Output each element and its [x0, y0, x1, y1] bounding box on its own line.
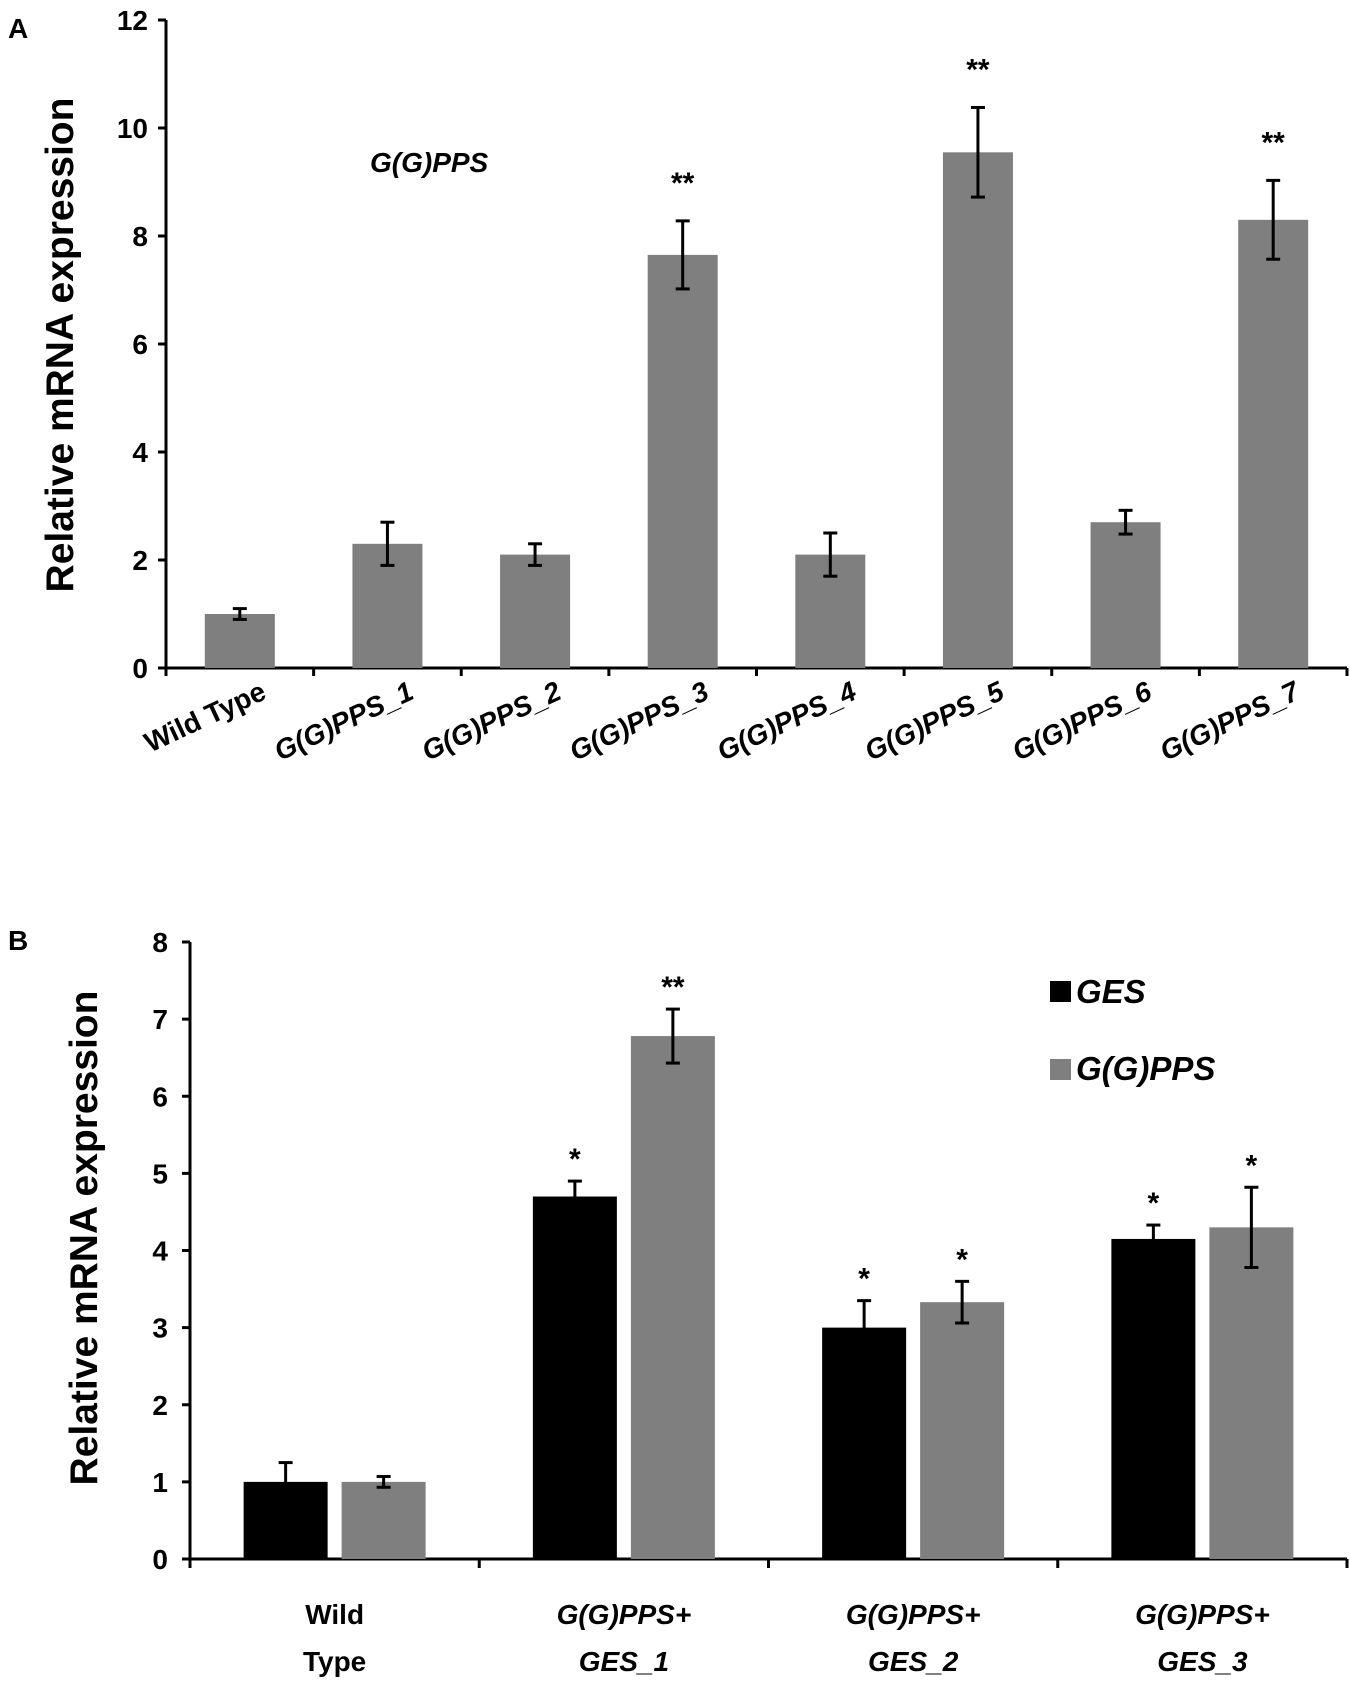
panel-b-bar-ges [532, 1196, 617, 1559]
panel-a-category-label: G(G)PPS_7 [1155, 675, 1305, 767]
panel-a-category-label: G(G)PPS_5 [860, 675, 1009, 766]
panel-a-category-label: G(G)PPS_1 [269, 675, 417, 766]
panel-b-category-label-line2: GES_1 [579, 1646, 669, 1677]
panel-b-bar-ges [1111, 1238, 1196, 1559]
panel-a-significance: ** [966, 53, 990, 86]
panel-a-bar [647, 254, 718, 668]
panel-a-y-tick-label: 10 [117, 113, 148, 144]
panel-b-category-label-line1: G(G)PPS+ [557, 1599, 692, 1630]
panel-b-bar-ggpps [630, 1036, 715, 1559]
panel-b-category-label-line2: GES_3 [1157, 1646, 1248, 1677]
panel-a-y-tick-label: 6 [132, 329, 148, 360]
panel-b-y-tick-label: 2 [152, 1390, 168, 1421]
panel-b-significance-ggpps: ** [661, 971, 685, 1004]
panel-b-y-tick-label: 1 [152, 1467, 168, 1498]
panel-a-y-tick-label: 4 [132, 437, 148, 468]
panel-a-category-label: G(G)PPS_6 [1008, 675, 1157, 766]
panel-a-category-label: G(G)PPS_4 [712, 675, 861, 766]
panel-b-bar-ggpps [920, 1302, 1005, 1559]
panel-a-bar [500, 554, 571, 668]
panel-a-bar [1238, 219, 1309, 669]
legend-label-ggpps: G(G)PPS [1076, 1050, 1215, 1087]
panel-a-category-label: Wild Type [140, 675, 271, 758]
panel-b-category-label-line1: Wild [305, 1599, 364, 1630]
panel-b-y-tick-label: 5 [152, 1158, 168, 1189]
panel-b-bar-ggpps [1209, 1227, 1294, 1559]
panel-b-y-tick-label: 4 [152, 1236, 168, 1267]
panel-a-y-tick-label: 8 [132, 221, 148, 252]
panel-a-significance: ** [1262, 126, 1286, 159]
panel-b-category-label-line2: Type [303, 1646, 366, 1677]
panel-a-y-tick-label: 12 [117, 5, 148, 36]
panel-b: B Relative mRNA expression 012345678****… [8, 925, 1349, 1677]
panel-b-significance-ges: * [569, 1143, 581, 1176]
panel-b-bar-ggpps [341, 1481, 426, 1559]
panel-b-category-label-line2: GES_2 [868, 1646, 959, 1677]
panel-b-letter: B [8, 925, 28, 956]
legend-label-ges: GES [1076, 973, 1146, 1010]
panel-b-y-tick-label: 6 [152, 1081, 168, 1112]
panel-b-plot: 012345678*******WildTypeG(G)PPS+GES_1G(G… [152, 927, 1349, 1677]
panel-b-y-tick-label: 3 [152, 1313, 168, 1344]
panel-b-legend: GES G(G)PPS [1050, 973, 1215, 1087]
panel-a-annotation: G(G)PPS [370, 147, 489, 178]
panel-b-bar-ges [822, 1327, 907, 1559]
panel-a-bar [204, 614, 275, 668]
panel-b-category-label-line1: G(G)PPS+ [846, 1599, 981, 1630]
panel-a-y-tick-label: 2 [132, 545, 148, 576]
panel-a-significance: ** [671, 167, 695, 200]
panel-b-y-tick-label: 7 [152, 1004, 168, 1035]
panel-b-y-axis-label: Relative mRNA expression [63, 991, 106, 1486]
panel-a: A Relative mRNA expression G(G)PPS 0 2 4 6 8… [8, 5, 1349, 767]
legend-swatch-ges [1050, 981, 1071, 1002]
panel-a-y-axis-label: Relative mRNA expression [39, 98, 82, 593]
panel-b-y-tick-label: 0 [152, 1544, 168, 1575]
panel-a-category-label: G(G)PPS_3 [565, 675, 714, 766]
panel-b-significance-ggpps: * [1246, 1149, 1258, 1182]
panel-b-y-tick-label: 8 [152, 927, 168, 958]
panel-a-letter: A [8, 13, 28, 44]
panel-a-y-tick-label: 0 [132, 653, 148, 684]
panel-a-bar [1090, 522, 1161, 668]
panel-a-plot: 0 2 4 6 8 10 12 Wild Type G(G)PPS_1 G(G)PPS_2 ** G(… [117, 5, 1349, 767]
legend-swatch-ggpps [1050, 1059, 1071, 1080]
panel-b-category-label-line1: G(G)PPS+ [1135, 1599, 1270, 1630]
panel-a-category-label: G(G)PPS_2 [417, 675, 566, 766]
panel-b-significance-ges: * [1148, 1187, 1160, 1220]
panel-b-significance-ggpps: * [956, 1243, 968, 1276]
panel-b-significance-ges: * [858, 1263, 870, 1296]
panel-a-bar [942, 152, 1013, 669]
